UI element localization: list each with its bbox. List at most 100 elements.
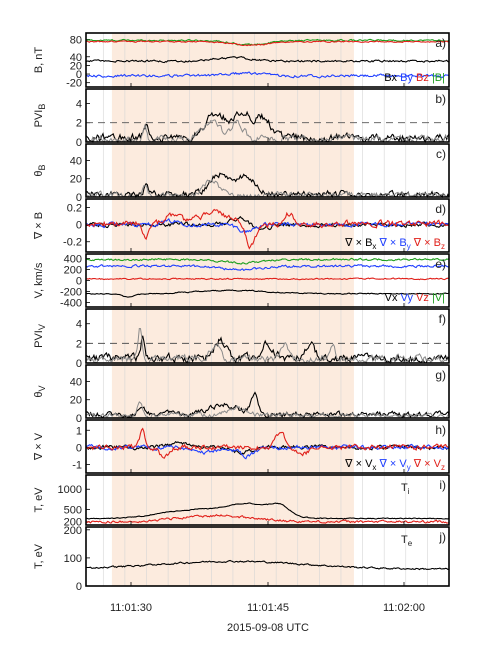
y-tick-label-e-3: -200	[60, 287, 82, 299]
legend-entry-a-2: Bz	[416, 72, 429, 84]
y-tick-label-d-0: 0.2	[67, 203, 82, 215]
y-axis-label-j: T, eV	[33, 543, 45, 569]
panel-frame-a	[85, 32, 450, 88]
panel-tag-e: e)	[435, 257, 446, 271]
series-line-b-0	[85, 110, 450, 144]
panel-g: 40 20 0 g) θV	[33, 364, 450, 425]
series-line-i-1	[85, 514, 450, 524]
panel-frame-h	[85, 419, 450, 474]
legend-entry-h-2: ∇ × V	[413, 458, 442, 470]
panel-d: 0.20-0.2d)∇ × B∇ × Bx ∇ × By ∇ × Bz	[33, 198, 450, 253]
x-tick-label-0: 11:01:30	[110, 602, 152, 614]
y-tick-label-d-1: 0	[76, 220, 82, 232]
y-tick-label-d-2: -0.2	[63, 237, 82, 249]
legend-entry-d-1: ∇ × B	[378, 237, 406, 249]
y-tick-label-b-0: 4	[76, 98, 82, 110]
series-line-e-3	[85, 289, 450, 298]
panel-tag-c: c)	[436, 147, 446, 161]
panel-tag-d: d)	[435, 202, 446, 216]
y-tick-label-e-0: 400	[64, 253, 82, 265]
legend-entry-d-0: ∇ × B	[344, 237, 372, 249]
panel-frame-i	[85, 474, 450, 526]
legend-entry-e-2: Vz	[416, 292, 429, 304]
panel-frame-c	[85, 143, 450, 198]
panel-j: 200 100 0 j) T, eV Te	[33, 525, 450, 593]
y-tick-label-e-1: 200	[64, 264, 82, 276]
series-line-j-0	[85, 559, 449, 571]
y-axis-label-h: ∇ × V	[33, 432, 45, 461]
y-tick-label-b-2: 0	[76, 137, 82, 149]
panel-frame-f	[85, 308, 450, 364]
y-tick-label-i-1: 500	[64, 505, 82, 517]
series-line-d-2	[85, 208, 450, 250]
y-axis-label-c: θB	[33, 164, 47, 176]
panel-h: 10-1h)∇ × V∇ × Vx ∇ × Vy ∇ × Vz	[33, 419, 450, 474]
y-tick-label-a-1: 40	[70, 52, 82, 64]
panel-tag-g: g)	[435, 368, 446, 382]
legend-entry-e-1: Vy	[401, 292, 414, 304]
panel-tag-b: b)	[435, 92, 446, 106]
y-tick-label-e-2: 0	[76, 276, 82, 288]
panel-f: 4 2 0 f) PVIV	[33, 308, 450, 370]
panel-tag-j: j)	[438, 530, 446, 544]
y-axis-label-b: PVIB	[33, 104, 47, 128]
panel-b: 4 2 0 b) PVIB	[33, 88, 450, 149]
y-tick-label-i-2: 200	[64, 517, 82, 529]
panel-c: 40 20 0 c) θB	[33, 143, 450, 204]
panel-frame-e	[85, 253, 450, 308]
y-tick-label-a-4: -20	[66, 78, 82, 90]
series-line-d-1	[85, 217, 450, 234]
legend-entry-h-0: ∇ × V	[344, 458, 373, 470]
y-tick-label-g-1: 20	[70, 395, 82, 407]
y-tick-label-j-0: 200	[64, 525, 82, 537]
y-axis-label-i: T, eV	[33, 487, 45, 513]
y-axis-label-g: θV	[33, 385, 47, 397]
x-tick-label-1: 11:01:45	[247, 602, 289, 614]
legend-e: Vx Vy Vz |V|	[385, 292, 445, 304]
series-line-h-2	[85, 427, 450, 459]
panel-frame-g	[85, 364, 450, 419]
curve-label-j: Te	[401, 534, 413, 548]
series-line-e-2	[85, 277, 450, 281]
x-axis-label: 2015-09-08 UTC	[227, 622, 309, 634]
curve-label-i: Ti	[401, 482, 410, 496]
panel-tag-i: i)	[439, 478, 446, 492]
panel-tag-h: h)	[435, 423, 446, 437]
legend-entry-d-2: ∇ × B	[413, 237, 441, 249]
y-tick-label-f-2: 0	[76, 358, 82, 370]
y-tick-label-j-1: 100	[64, 553, 82, 565]
series-line-a-1	[85, 40, 450, 47]
y-tick-label-h-1: 0	[76, 442, 82, 454]
y-tick-label-f-0: 4	[76, 319, 82, 331]
legend-entry-a-1: By	[400, 72, 413, 84]
y-tick-label-a-3: 0	[76, 69, 82, 81]
legend-entry-e-0: Vx	[385, 292, 398, 304]
y-axis-label-f: PVIV	[33, 324, 47, 348]
panel-frame-j	[85, 526, 450, 587]
series-line-b-1	[85, 119, 450, 144]
x-tick-label-2: 11:02:00	[383, 602, 425, 614]
panel-tag-a: a)	[435, 36, 446, 50]
series-line-e-1	[85, 263, 450, 271]
y-tick-label-e-4: -400	[60, 298, 82, 310]
panel-frame-d	[85, 198, 450, 253]
y-axis-label-a: B, nT	[33, 47, 45, 74]
legend-entry-e-3: |V|	[432, 292, 445, 304]
legend-entry-a-0: Bx	[384, 72, 397, 84]
legend-entry-h-1: ∇ × V	[378, 458, 407, 470]
y-tick-label-j-2: 0	[76, 581, 82, 593]
series-line-e-0	[85, 257, 450, 265]
panel-frame-b	[85, 88, 450, 143]
y-tick-label-h-2: -1	[72, 459, 82, 471]
series-line-c-1	[85, 178, 450, 198]
y-axis-label-e: V, km/s	[33, 262, 45, 298]
series-line-a-2	[85, 56, 450, 64]
y-tick-label-h-0: 1	[76, 425, 82, 437]
y-tick-label-g-0: 40	[70, 376, 82, 388]
y-tick-label-c-0: 40	[70, 155, 82, 167]
legend-h: ∇ × Vx ∇ × Vy ∇ × Vz	[344, 458, 445, 472]
panel-tag-f: f)	[439, 312, 446, 326]
